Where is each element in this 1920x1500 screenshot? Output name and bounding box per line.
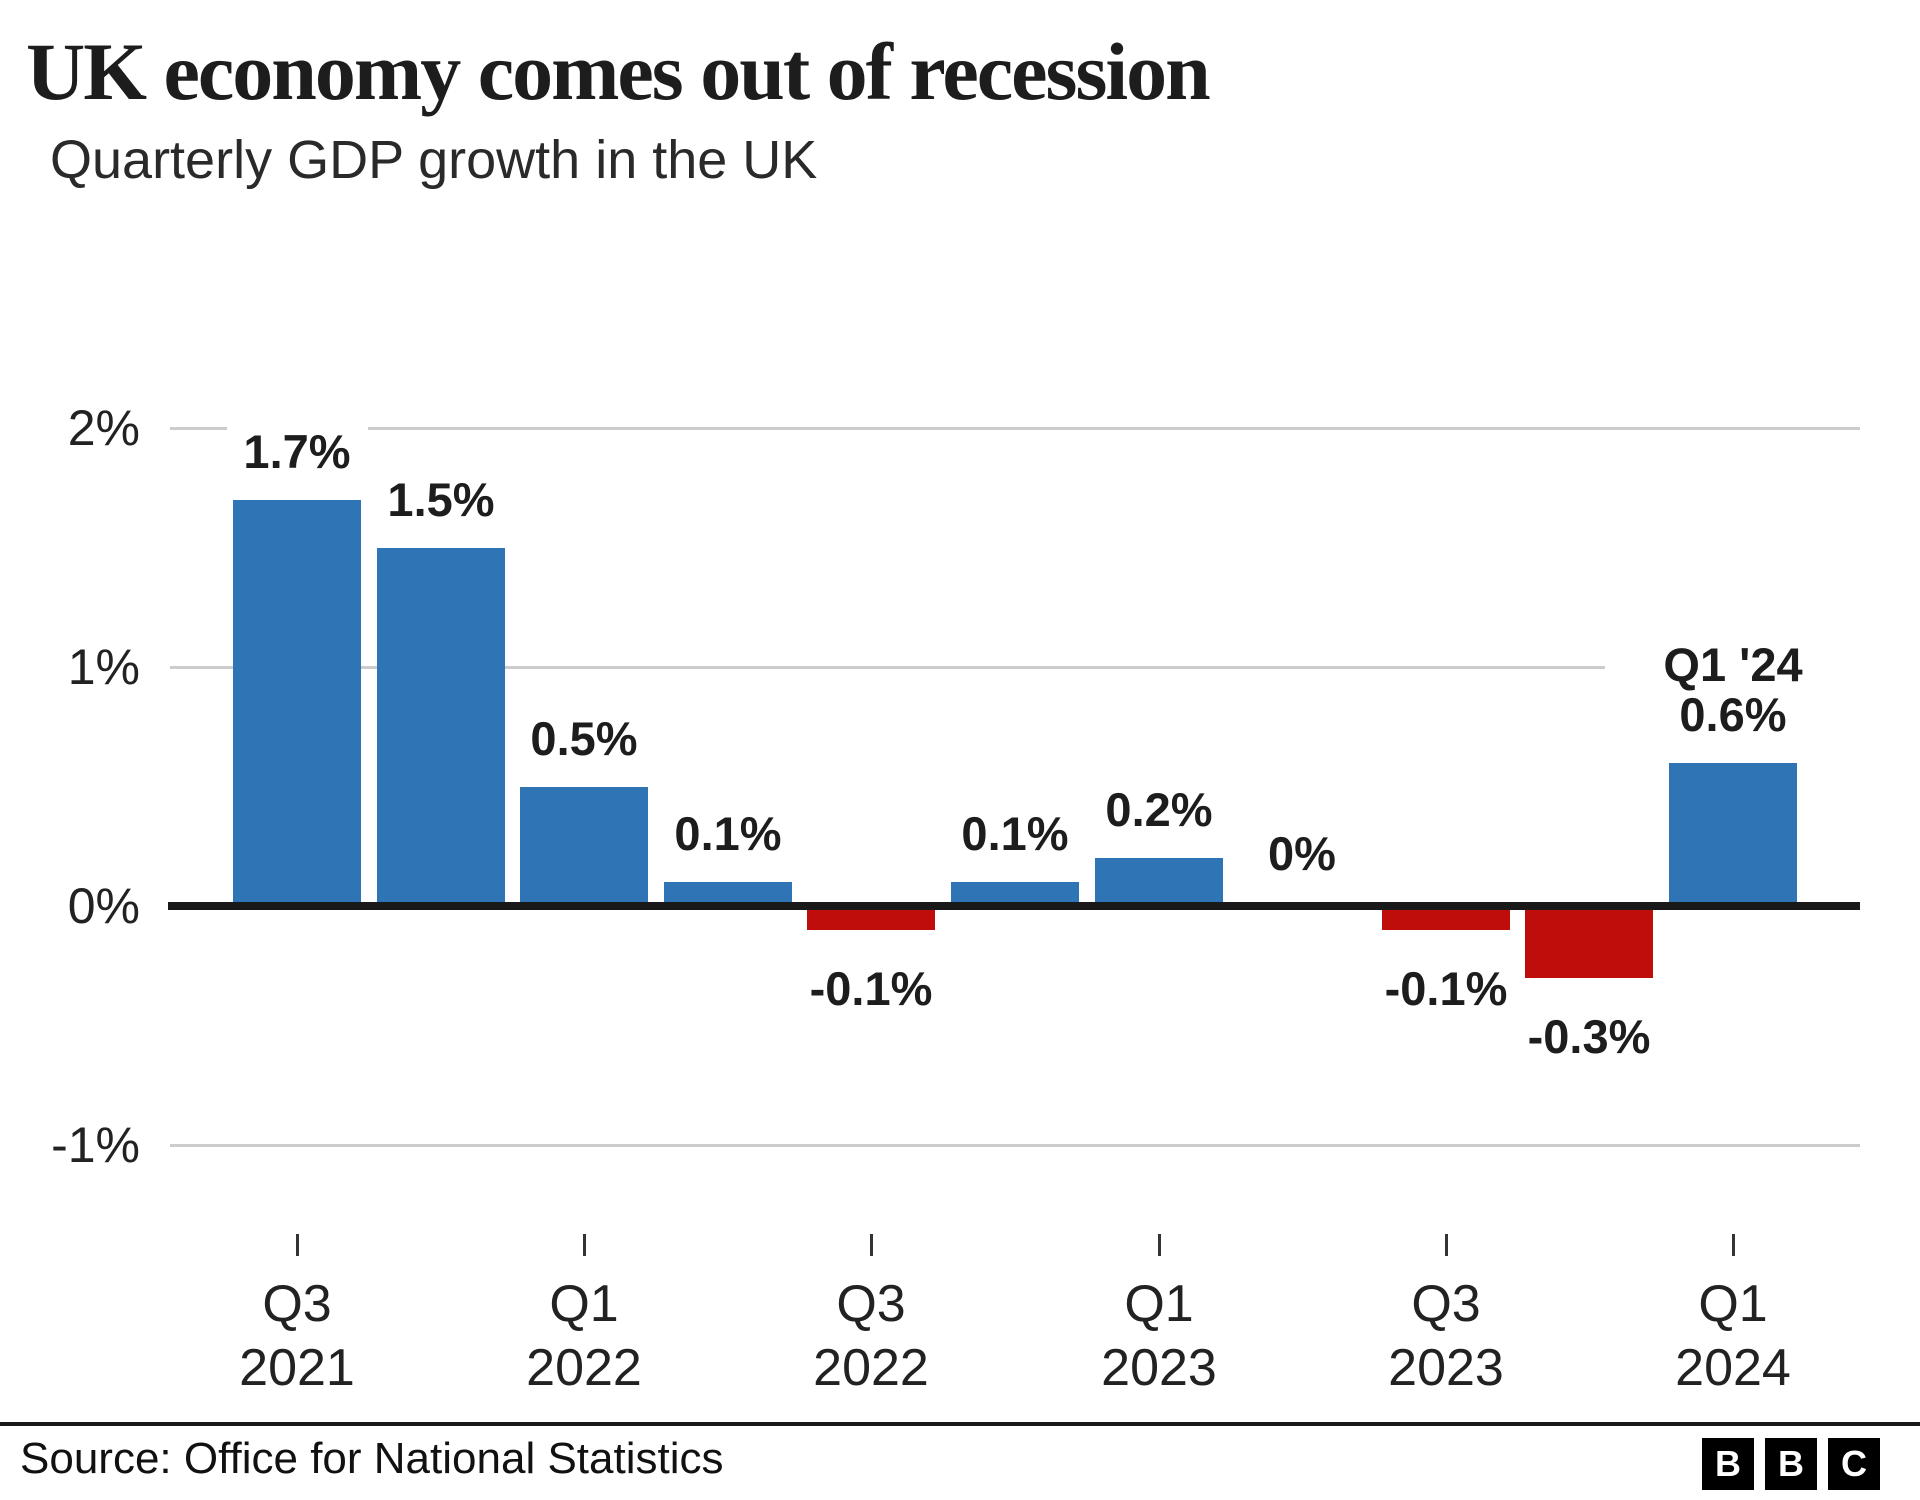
x-axis-label: Q1 2023 bbox=[1029, 1272, 1289, 1400]
bar bbox=[1095, 858, 1223, 902]
bbc-logo-block: B bbox=[1702, 1438, 1754, 1490]
bar bbox=[951, 882, 1079, 902]
bbc-logo-block: C bbox=[1828, 1438, 1880, 1490]
source-text: Source: Office for National Statistics bbox=[20, 1434, 724, 1483]
x-label-quarter: Q3 bbox=[1411, 1275, 1481, 1333]
x-axis-label: Q1 2022 bbox=[454, 1272, 714, 1400]
bar bbox=[1525, 910, 1653, 978]
y-axis-label: -1% bbox=[51, 1117, 140, 1173]
x-label-quarter: Q1 bbox=[1124, 1275, 1194, 1333]
annotation-value: 0.6% bbox=[1679, 688, 1787, 741]
x-axis-tick bbox=[583, 1234, 586, 1256]
gridline bbox=[170, 427, 227, 430]
x-axis-label: Q1 2024 bbox=[1603, 1272, 1863, 1400]
bar-value-label: 0.5% bbox=[516, 714, 652, 764]
chart-subtitle: Quarterly GDP growth in the UK bbox=[50, 130, 818, 190]
bar bbox=[377, 548, 505, 902]
annotation-quarter: Q1 '24 bbox=[1663, 638, 1803, 691]
x-axis-tick bbox=[870, 1234, 873, 1256]
x-axis-tick bbox=[1158, 1234, 1161, 1256]
bar-value-label: -0.1% bbox=[795, 964, 947, 1014]
x-label-year: 2022 bbox=[813, 1339, 929, 1397]
bar bbox=[807, 910, 935, 930]
bar bbox=[664, 882, 792, 902]
bbc-logo: B B C bbox=[1702, 1438, 1882, 1490]
x-label-quarter: Q1 bbox=[549, 1275, 619, 1333]
bar-value-label: 0% bbox=[1254, 829, 1350, 879]
x-axis-tick bbox=[1445, 1234, 1448, 1256]
x-label-year: 2023 bbox=[1388, 1339, 1504, 1397]
y-axis-label: 1% bbox=[67, 639, 140, 695]
bar bbox=[1669, 763, 1797, 902]
chart-title: UK economy comes out of recession bbox=[26, 26, 1211, 117]
bar-value-label: 1.7% bbox=[229, 427, 365, 477]
zero-axis-line bbox=[168, 902, 1860, 910]
gridline bbox=[170, 666, 1605, 669]
footer-divider bbox=[0, 1422, 1920, 1426]
x-label-quarter: Q1 bbox=[1698, 1275, 1768, 1333]
bar bbox=[233, 500, 361, 902]
bar-value-label: 0.1% bbox=[660, 809, 796, 859]
x-label-year: 2024 bbox=[1675, 1339, 1791, 1397]
x-label-quarter: Q3 bbox=[836, 1275, 906, 1333]
bar-value-label: -0.1% bbox=[1370, 964, 1522, 1014]
bar bbox=[1382, 910, 1510, 930]
x-label-year: 2023 bbox=[1101, 1339, 1217, 1397]
x-axis-label: Q3 2021 bbox=[167, 1272, 427, 1400]
bbc-logo-block: B bbox=[1765, 1438, 1817, 1490]
x-label-quarter: Q3 bbox=[262, 1275, 332, 1333]
x-axis-tick bbox=[1732, 1234, 1735, 1256]
x-label-year: 2022 bbox=[526, 1339, 642, 1397]
x-axis-label: Q3 2022 bbox=[741, 1272, 1001, 1400]
bar bbox=[520, 787, 648, 902]
last-bar-annotation: Q1 '24 0.6% bbox=[1623, 638, 1843, 741]
bar-value-label: 1.5% bbox=[373, 475, 509, 525]
x-label-year: 2021 bbox=[239, 1339, 355, 1397]
y-axis-label: 2% bbox=[67, 400, 140, 456]
x-axis-tick bbox=[296, 1234, 299, 1256]
bar-value-label: 0.2% bbox=[1091, 785, 1227, 835]
y-axis-label: 0% bbox=[67, 878, 140, 934]
gridline bbox=[368, 427, 1860, 430]
bar-value-label: -0.3% bbox=[1513, 1012, 1665, 1062]
x-axis-label: Q3 2023 bbox=[1316, 1272, 1576, 1400]
gridline bbox=[170, 1144, 1860, 1147]
bar-value-label: 0.1% bbox=[947, 809, 1083, 859]
